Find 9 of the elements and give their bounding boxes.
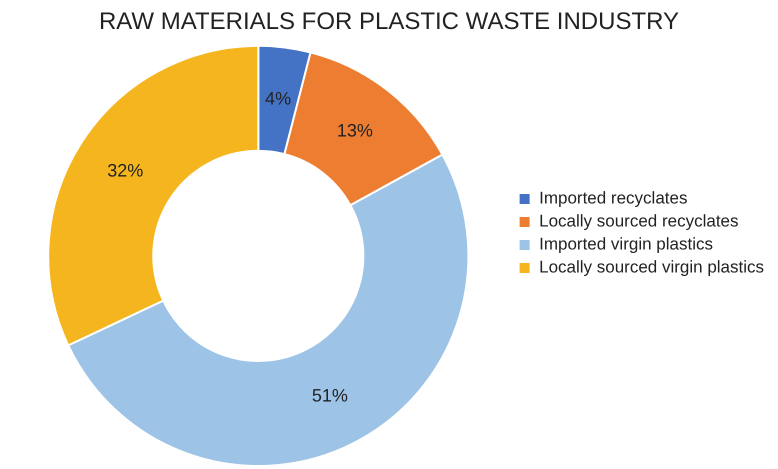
data-label: 51%	[312, 385, 348, 406]
legend-label: Imported virgin plastics	[539, 234, 713, 254]
data-label: 4%	[265, 88, 292, 109]
data-label: 13%	[336, 120, 373, 140]
legend-label: Locally sourced recyclates	[539, 212, 738, 231]
data-label: 32%	[107, 160, 144, 180]
chart-title: RAW MATERIALS FOR PLASTIC WASTE INDUSTRY	[98, 8, 680, 36]
legend-label: Imported recyclates	[539, 188, 688, 208]
legend-label: Locally sourced virgin plastics	[539, 258, 764, 277]
